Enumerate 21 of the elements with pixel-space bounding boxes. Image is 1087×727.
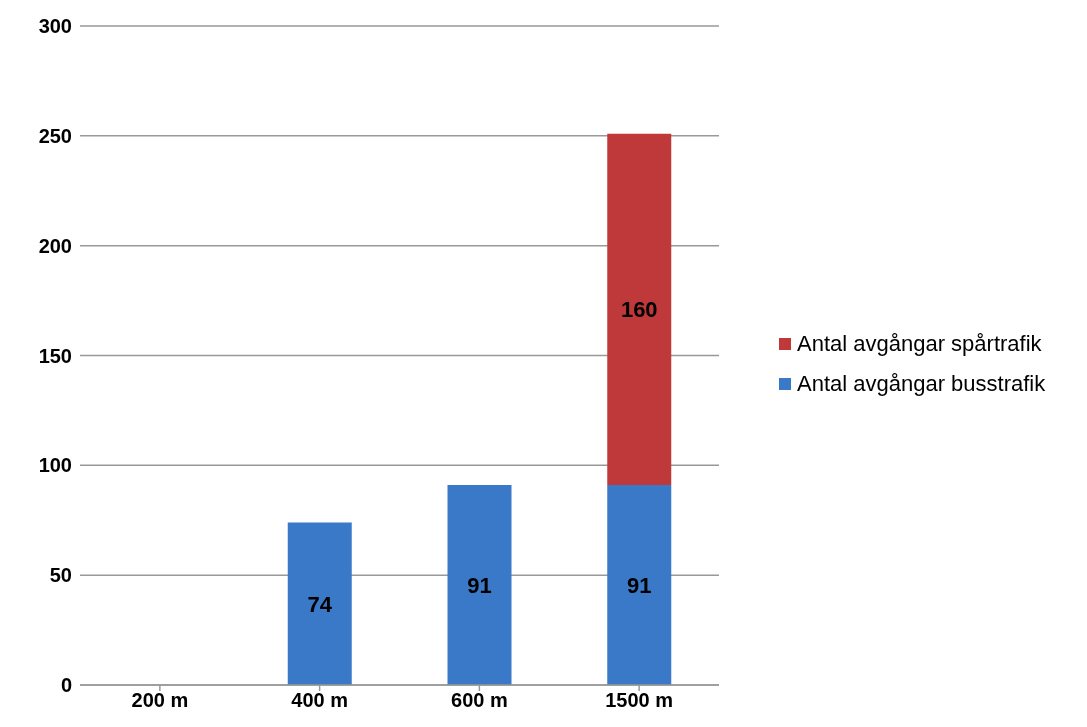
y-tick-label: 0 [60, 674, 72, 697]
bar [447, 485, 512, 685]
data-label: 91 [467, 572, 492, 598]
bar [287, 522, 352, 685]
legend-label: Antal avgångar spårtrafik [796, 330, 1043, 357]
bar [607, 133, 672, 486]
x-tick-label: 200 m [131, 689, 189, 712]
data-label: 74 [307, 591, 333, 617]
y-tick-label: 200 [38, 234, 72, 257]
y-tick-label: 250 [38, 124, 72, 147]
data-label: 160 [620, 297, 658, 323]
x-tick-label: 600 m [451, 689, 508, 712]
y-tick-label: 150 [38, 344, 72, 367]
y-tick-label: 50 [49, 564, 72, 587]
legend-label: Antal avgångar busstrafik [796, 370, 1047, 397]
x-tick-label: 400 m [291, 689, 348, 712]
x-tick-label: 1500 m [605, 689, 674, 712]
bar [607, 485, 672, 685]
data-label: 91 [627, 572, 652, 598]
y-tick-label: 300 [38, 15, 72, 38]
y-tick-label: 100 [38, 454, 72, 477]
